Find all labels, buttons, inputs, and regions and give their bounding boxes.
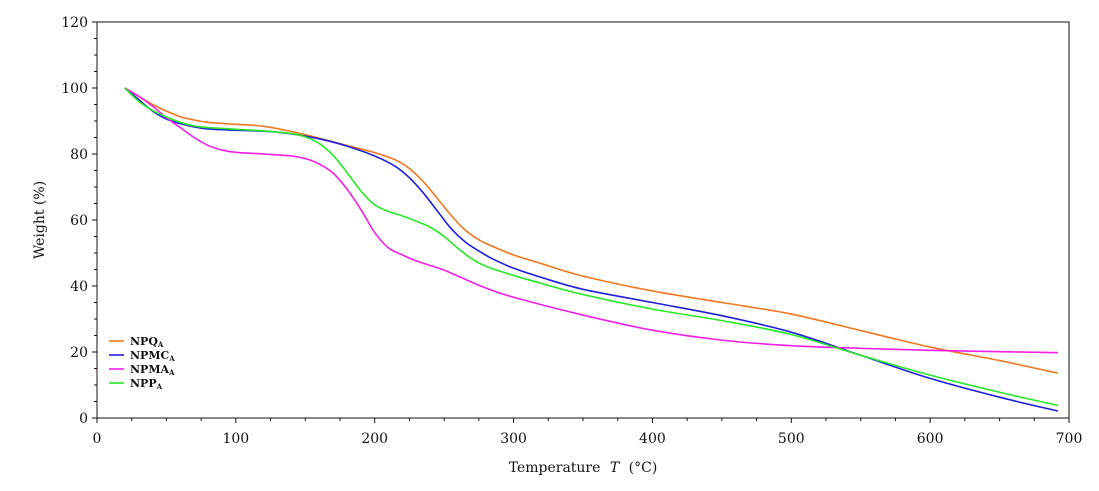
x-axis-ticks: 0 100 200 300 400 500 600 700 <box>93 418 1083 447</box>
x-tick-label: 100 <box>222 431 249 447</box>
legend-label-npma: NPMAA <box>130 363 175 377</box>
series-line-npq <box>124 87 1059 374</box>
x-tick-label: 200 <box>361 431 388 447</box>
x-tick-label: 300 <box>500 431 527 447</box>
y-tick-label: 40 <box>70 279 88 295</box>
legend-item-npma: NPMAA <box>109 363 175 377</box>
legend-item-npmc: NPMCA <box>109 349 175 363</box>
x-tick-label: 0 <box>93 431 102 447</box>
legend-label-npp: NPPA <box>130 377 163 391</box>
y-tick-label: 80 <box>70 147 88 163</box>
legend: NPQA NPMCA NPMAA NPPA <box>109 335 175 391</box>
y-tick-label: 60 <box>70 213 88 229</box>
y-tick-label: 20 <box>70 345 88 361</box>
series-lines <box>124 87 1059 412</box>
x-axis-title-unit: (°C) <box>629 460 658 476</box>
legend-label-npq: NPQA <box>130 335 164 349</box>
legend-label-npmc: NPMCA <box>130 349 175 363</box>
series-line-npmc <box>124 87 1059 412</box>
x-tick-label: 400 <box>639 431 666 447</box>
y-tick-label: 120 <box>61 15 88 31</box>
x-axis-title-var: T <box>610 460 621 476</box>
series-line-npp <box>124 87 1059 407</box>
x-axis-title: Temperature T (°C) <box>509 460 658 476</box>
y-axis-title: Weight (%) <box>32 181 48 259</box>
series-line-npma <box>124 87 1058 354</box>
y-tick-label: 100 <box>61 81 88 97</box>
legend-item-npq: NPQA <box>109 335 164 349</box>
plot-frame <box>96 21 1070 419</box>
x-tick-label: 500 <box>778 431 805 447</box>
x-tick-label: 600 <box>917 431 944 447</box>
y-tick-label: 0 <box>79 411 88 427</box>
y-axis-ticks: 0 20 40 60 80 100 120 <box>61 15 97 427</box>
x-tick-label: 700 <box>1056 431 1083 447</box>
x-axis-title-text: Temperature <box>509 460 601 476</box>
legend-item-npp: NPPA <box>109 377 163 391</box>
